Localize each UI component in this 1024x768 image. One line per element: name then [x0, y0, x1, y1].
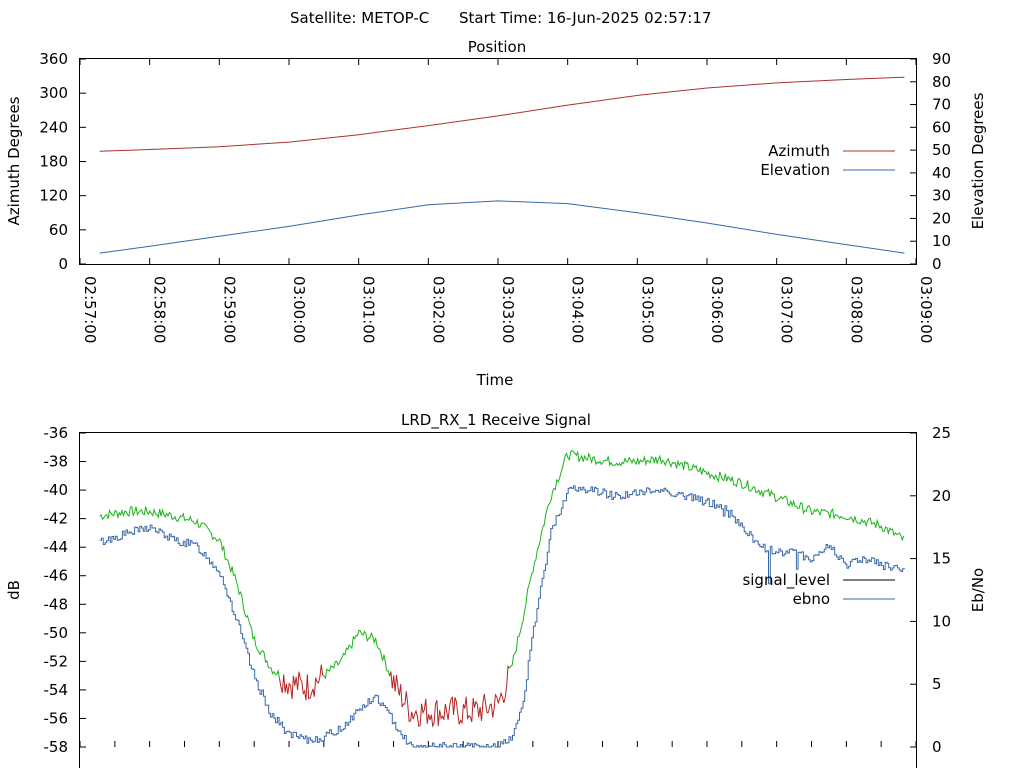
- signal-y-tick-label: -46: [44, 567, 69, 585]
- position-plot-frame: [79, 58, 917, 265]
- signal-axis-ticks: -58 -56 -54 -52 -50 -48 -46 -44 -42 -40 -38 -36 0 5 10…: [44, 424, 952, 756]
- position-y2-tick-label: 70: [932, 96, 951, 114]
- position-x-tick-label: 03:09:00: [917, 276, 935, 343]
- signal-y2-tick-label: 0: [932, 738, 942, 756]
- position-series-group: [99, 76, 905, 254]
- signal-level-line: [509, 449, 905, 669]
- signal-level-line: [389, 665, 510, 728]
- signal-y-tick-label: -42: [44, 510, 69, 528]
- position-x-tick-label: 03:03:00: [499, 276, 517, 343]
- position-y-tick-label: 300: [39, 84, 68, 102]
- position-y2-tick-label: 30: [932, 187, 951, 205]
- signal-y-tick-label: -50: [44, 624, 69, 642]
- signal-plot-frame: [79, 432, 917, 768]
- legend-label-signal-level: signal_level: [742, 571, 830, 590]
- satellite-label: Satellite: METOP-C: [290, 9, 429, 27]
- position-y2-tick-label: 20: [932, 209, 951, 227]
- signal-y-tick-label: -58: [44, 738, 69, 756]
- position-y-tick-label: 120: [39, 187, 68, 205]
- position-chart-title: Position: [468, 38, 526, 56]
- signal-level-line: [99, 506, 280, 679]
- position-x-tick-label: 02:59:00: [220, 276, 238, 343]
- position-x-tick-label: 03:02:00: [429, 276, 447, 343]
- position-x-tick-label: 02:57:00: [81, 276, 99, 343]
- position-x-tick-label: 03:06:00: [708, 276, 726, 343]
- signal-y2-tick-label: 20: [932, 487, 951, 505]
- ebno-line: [99, 485, 905, 748]
- position-series-line-azimuth: [99, 76, 905, 152]
- signal-chart: LRD_RX_1 Receive Signal -58-56-54-52-50-…: [5, 411, 987, 768]
- position-x-axis-label: Time: [476, 371, 514, 389]
- signal-y-tick-label: -54: [44, 681, 69, 699]
- position-y2-tick-label: 80: [932, 73, 951, 91]
- signal-y-tick-label: -40: [44, 481, 69, 499]
- position-y-tick-label: 360: [39, 50, 68, 68]
- legend-label-elevation: Elevation: [760, 161, 830, 179]
- signal-level-line: [322, 629, 391, 680]
- start-time-label: Start Time: 16-Jun-2025 02:57:17: [459, 9, 711, 27]
- position-y2-axis-label: Elevation Degrees: [969, 92, 987, 229]
- position-y2-tick-label: 90: [932, 50, 951, 68]
- legend-label-ebno: ebno: [793, 590, 830, 608]
- signal-y-tick-label: -52: [44, 652, 69, 670]
- position-series-line-elevation: [99, 200, 905, 254]
- position-x-tick-label: 03:04:00: [569, 276, 587, 343]
- signal-level-line: [279, 664, 324, 701]
- signal-chart-title: LRD_RX_1 Receive Signal: [401, 411, 591, 430]
- legend-label-azimuth: Azimuth: [768, 142, 830, 160]
- position-y2-tick-label: 0: [932, 255, 942, 273]
- signal-y2-tick-label: 15: [932, 550, 951, 568]
- position-y2-tick-label: 40: [932, 164, 951, 182]
- position-y-axis-label: Azimuth Degrees: [5, 96, 23, 225]
- position-x-tick-label: 03:01:00: [360, 276, 378, 343]
- position-y2-tick-label: 10: [932, 232, 951, 250]
- signal-y-tick-label: -38: [44, 453, 69, 471]
- position-x-tick-label: 03:08:00: [847, 276, 865, 343]
- position-chart: Position 0 60 120 180 240 300 360 0 10 20 30 40 50 60…: [5, 38, 987, 389]
- signal-y2-tick-label: 10: [932, 612, 951, 630]
- position-y2-tick-label: 60: [932, 118, 951, 136]
- signal-y2-tick-label: 5: [932, 675, 942, 693]
- signal-y-tick-label: -44: [44, 538, 69, 556]
- position-y-tick-label: 0: [58, 255, 68, 273]
- position-legend: Azimuth Elevation: [760, 142, 895, 179]
- signal-y-axis-label: dB: [5, 580, 23, 600]
- position-axis-ticks: 0 60 120 180 240 300 360 0 10 20 30 40 50 60 70 80 90 02:…: [39, 50, 951, 343]
- signal-y-tick-label: -48: [44, 595, 69, 613]
- position-y-tick-label: 60: [49, 221, 68, 239]
- position-x-tick-label: 03:00:00: [290, 276, 308, 343]
- position-y-tick-label: 240: [39, 118, 68, 136]
- position-x-tick-label: 03:05:00: [638, 276, 656, 343]
- signal-y2-tick-label: 25: [932, 424, 951, 442]
- position-x-tick-label: 02:58:00: [151, 276, 169, 343]
- signal-y-tick-label: -36: [44, 424, 69, 442]
- position-y2-tick-label: 50: [932, 141, 951, 159]
- position-y-tick-label: 180: [39, 153, 68, 171]
- signal-legend: signal_level ebno: [742, 571, 895, 608]
- signal-y-tick-label: -56: [44, 709, 69, 727]
- signal-y2-axis-label: Eb/No: [969, 568, 987, 612]
- position-x-tick-label: 03:07:00: [778, 276, 796, 343]
- signal-series-group: [99, 449, 905, 748]
